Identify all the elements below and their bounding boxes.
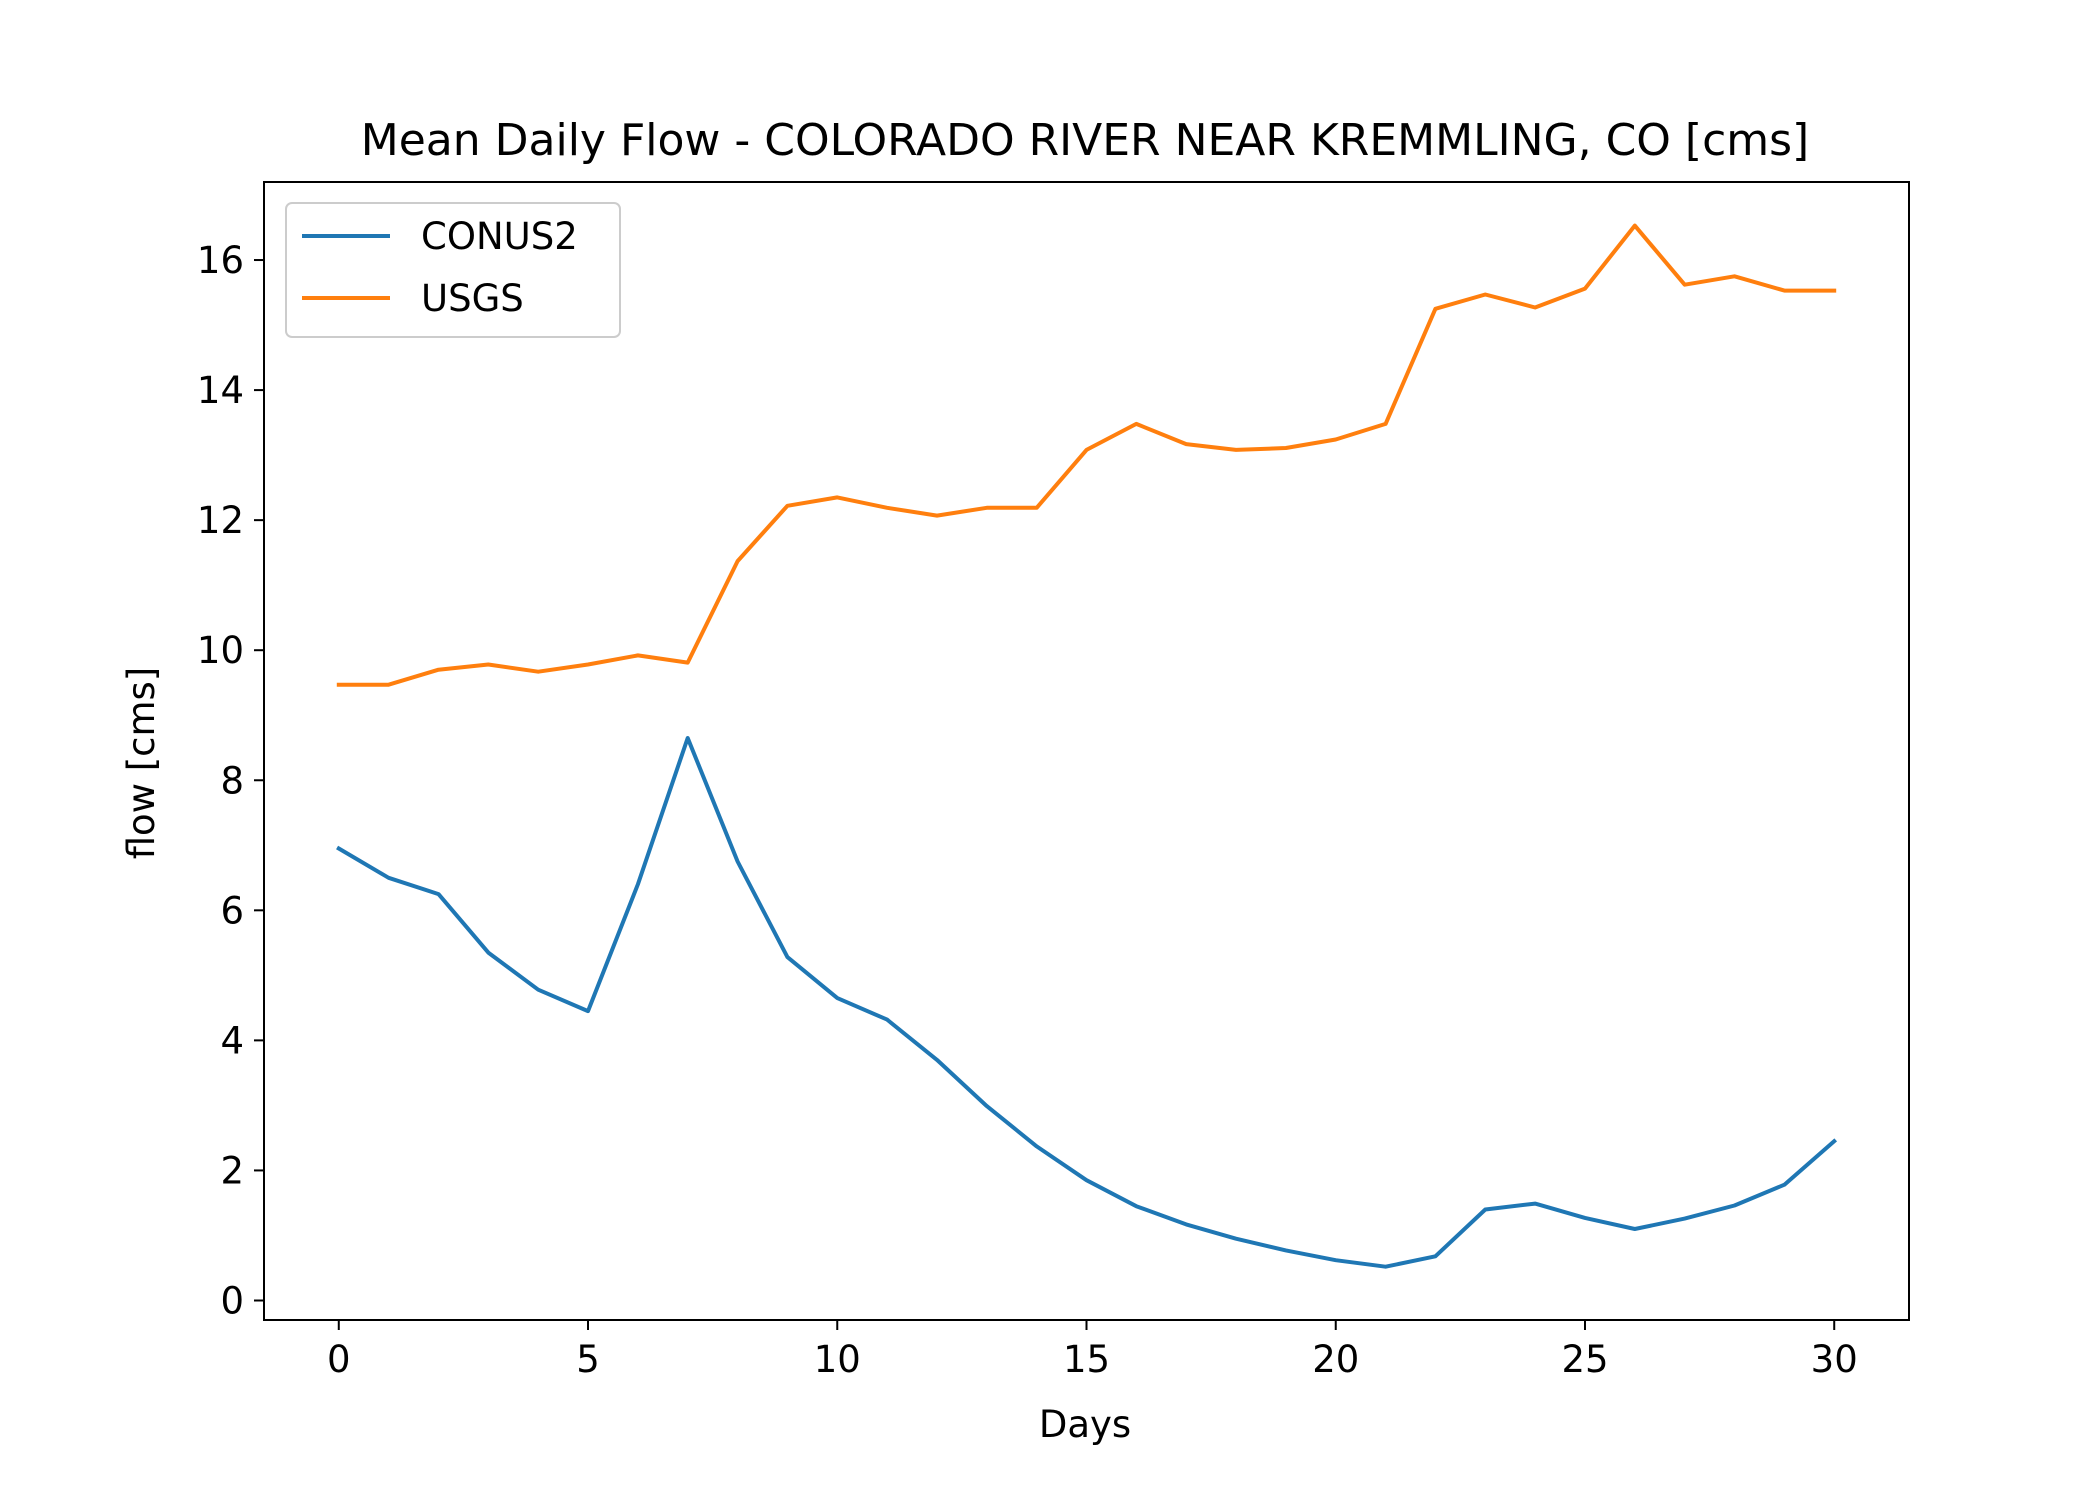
y-tick-label: 4 (220, 1019, 244, 1062)
chart-title: Mean Daily Flow - COLORADO RIVER NEAR KR… (361, 115, 1809, 166)
y-axis-label: flow [cms] (120, 667, 163, 860)
x-tick-label: 30 (1811, 1338, 1858, 1381)
y-axis: 0 2 4 6 8 10 12 14 16 (197, 239, 264, 1322)
x-axis-label: Days (1039, 1403, 1131, 1446)
y-tick-label: 16 (197, 239, 244, 282)
x-tick-label: 20 (1312, 1338, 1359, 1381)
series-line-conus2 (336, 736, 1838, 1269)
x-tick-label: 5 (576, 1338, 600, 1381)
y-tick-label: 10 (197, 629, 244, 672)
y-tick-label: 0 (220, 1279, 244, 1322)
series-line-usgs (336, 223, 1837, 687)
y-tick-label: 12 (197, 499, 244, 542)
x-tick-label: 25 (1561, 1338, 1608, 1381)
legend-label-usgs: USGS (421, 277, 524, 320)
y-tick-label: 14 (197, 369, 244, 412)
x-tick-label: 10 (814, 1338, 861, 1381)
x-tick-label: 15 (1063, 1338, 1110, 1381)
legend: CONUS2 USGS (285, 202, 621, 338)
legend-label-conus2: CONUS2 (421, 215, 578, 258)
y-tick-label: 2 (220, 1149, 244, 1192)
x-axis: 0 5 10 15 20 25 30 (327, 1320, 1858, 1381)
y-tick-label: 6 (220, 889, 244, 932)
series-layer (336, 223, 1838, 1269)
y-tick-label: 8 (220, 759, 244, 802)
x-tick-label: 0 (327, 1338, 351, 1381)
